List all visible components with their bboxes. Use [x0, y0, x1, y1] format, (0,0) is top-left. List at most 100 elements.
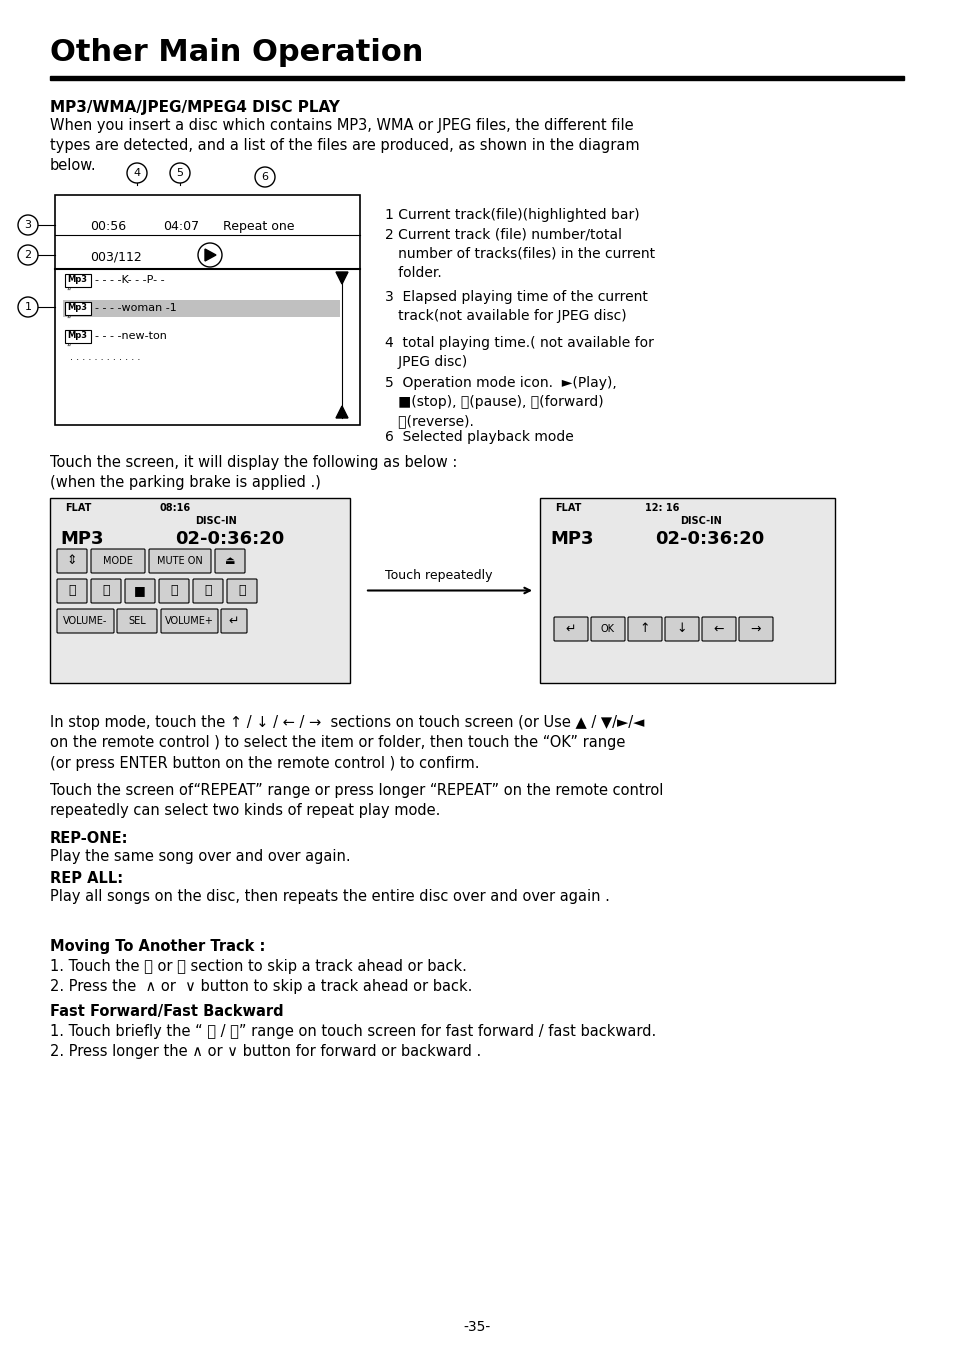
Text: ↵: ↵ [229, 615, 239, 627]
FancyBboxPatch shape [227, 579, 256, 603]
Polygon shape [335, 406, 348, 418]
Text: MP3: MP3 [60, 530, 103, 548]
Bar [65, 274, 91, 287]
Text: ⏪: ⏪ [69, 584, 75, 598]
Text: Other Main Operation: Other Main Operation [50, 38, 423, 68]
Text: ⏭: ⏭ [204, 584, 212, 598]
Polygon shape [335, 272, 348, 284]
Text: MP3/WMA/JPEG/MPEG4 DISC PLAY: MP3/WMA/JPEG/MPEG4 DISC PLAY [50, 100, 339, 115]
Text: MP3: MP3 [550, 530, 593, 548]
Text: When you insert a disc which contains MP3, WMA or JPEG files, the different file: When you insert a disc which contains MP… [50, 118, 639, 173]
Text: “: “ [66, 288, 71, 297]
Text: - - - -K- - -P- -: - - - -K- - -P- - [95, 274, 165, 285]
Text: . . . . . . . . . . . .: . . . . . . . . . . . . [70, 352, 140, 362]
Text: Mp3: Mp3 [67, 274, 87, 284]
Bar [50, 76, 903, 80]
Text: 5: 5 [176, 168, 183, 178]
Text: FLAT: FLAT [65, 503, 91, 512]
Text: 003/112: 003/112 [90, 250, 142, 264]
FancyBboxPatch shape [161, 608, 218, 633]
Text: 00:56: 00:56 [90, 220, 126, 233]
Text: -35-: -35- [463, 1320, 490, 1334]
Bar [63, 300, 339, 316]
Text: 3: 3 [25, 220, 31, 230]
FancyBboxPatch shape [590, 617, 624, 641]
Text: Touch the screen of“REPEAT” range or press longer “REPEAT” on the remote control: Touch the screen of“REPEAT” range or pre… [50, 783, 662, 818]
FancyBboxPatch shape [125, 579, 154, 603]
Text: Mp3: Mp3 [67, 331, 87, 339]
FancyBboxPatch shape [159, 579, 189, 603]
Text: 2. Press the  ∧ or  ∨ button to skip a track ahead or back.: 2. Press the ∧ or ∨ button to skip a tra… [50, 979, 472, 994]
Text: 12: 16: 12: 16 [644, 503, 679, 512]
Text: ⏸: ⏸ [170, 584, 177, 598]
Text: ⇕: ⇕ [67, 554, 77, 568]
Text: SEL: SEL [128, 617, 146, 626]
Text: 5  Operation mode icon.  ►(Play),
   ■(stop), ⏸(pause), ⏩(forward)
   ⏪(reverse): 5 Operation mode icon. ►(Play), ■(stop),… [385, 376, 616, 427]
FancyBboxPatch shape [664, 617, 699, 641]
Text: 2: 2 [25, 250, 31, 260]
Text: DISC-IN: DISC-IN [194, 516, 236, 526]
Text: 6  Selected playback mode: 6 Selected playback mode [385, 430, 573, 443]
Text: VOLUME+: VOLUME+ [165, 617, 213, 626]
Text: ⏩: ⏩ [238, 584, 246, 598]
Text: MODE: MODE [103, 556, 132, 566]
Text: ■: ■ [134, 584, 146, 598]
Text: 4: 4 [133, 168, 140, 178]
Text: 3  Elapsed playing time of the current
   track(not available for JPEG disc): 3 Elapsed playing time of the current tr… [385, 289, 647, 323]
Text: FLAT: FLAT [555, 503, 580, 512]
Text: ⏮: ⏮ [102, 584, 110, 598]
Text: 1 Current track(file)(highlighted bar): 1 Current track(file)(highlighted bar) [385, 208, 639, 222]
FancyBboxPatch shape [57, 549, 87, 573]
FancyBboxPatch shape [57, 579, 87, 603]
Text: Touch repeatedly: Touch repeatedly [385, 569, 492, 583]
Text: 1: 1 [25, 301, 31, 312]
Text: 02-0:36:20: 02-0:36:20 [655, 530, 763, 548]
FancyBboxPatch shape [91, 579, 121, 603]
Text: In stop mode, touch the ↑ / ↓ / ← / →  sections on touch screen (or Use ▲ / ▼/►/: In stop mode, touch the ↑ / ↓ / ← / → se… [50, 715, 643, 771]
Text: 2. Press longer the ∧ or ∨ button for forward or backward .: 2. Press longer the ∧ or ∨ button for fo… [50, 1044, 480, 1059]
Text: 4  total playing time.( not available for
   JPEG disc): 4 total playing time.( not available for… [385, 337, 653, 369]
FancyBboxPatch shape [91, 549, 145, 573]
FancyBboxPatch shape [214, 549, 245, 573]
Text: ↑: ↑ [639, 622, 650, 635]
Bar [50, 498, 350, 683]
Bar [65, 301, 91, 315]
Polygon shape [205, 249, 215, 261]
Text: OK: OK [600, 625, 615, 634]
Text: 6: 6 [261, 172, 268, 183]
Text: Mp3: Mp3 [67, 303, 87, 312]
Text: VOLUME-: VOLUME- [63, 617, 108, 626]
Text: - - - -woman -1: - - - -woman -1 [95, 303, 176, 314]
Text: - - - -new-ton: - - - -new-ton [95, 331, 167, 341]
Bar [65, 330, 91, 343]
Text: 1. Touch the ⏭ or ⏮ section to skip a track ahead or back.: 1. Touch the ⏭ or ⏮ section to skip a tr… [50, 959, 466, 973]
Text: 04:07: 04:07 [163, 220, 199, 233]
Text: 08:16: 08:16 [160, 503, 191, 512]
FancyBboxPatch shape [193, 579, 223, 603]
Text: Touch the screen, it will display the following as below :
(when the parking bra: Touch the screen, it will display the fo… [50, 456, 456, 489]
Text: →: → [750, 622, 760, 635]
FancyBboxPatch shape [554, 617, 587, 641]
Text: Play the same song over and over again.: Play the same song over and over again. [50, 849, 351, 864]
Text: ↵: ↵ [565, 622, 576, 635]
Text: Play all songs on the disc, then repeats the entire disc over and over again .: Play all songs on the disc, then repeats… [50, 890, 609, 904]
Text: DISC-IN: DISC-IN [679, 516, 721, 526]
Text: 2 Current track (file) number/total
   number of tracks(files) in the current
  : 2 Current track (file) number/total numb… [385, 228, 655, 280]
Text: Moving To Another Track :: Moving To Another Track : [50, 940, 265, 955]
Text: REP ALL:: REP ALL: [50, 871, 123, 886]
Bar [539, 498, 834, 683]
FancyBboxPatch shape [221, 608, 247, 633]
Text: 02-0:36:20: 02-0:36:20 [174, 530, 284, 548]
FancyBboxPatch shape [739, 617, 772, 641]
FancyBboxPatch shape [149, 549, 211, 573]
Text: ⏏: ⏏ [225, 556, 235, 566]
FancyBboxPatch shape [627, 617, 661, 641]
Text: 1. Touch briefly the “ ⏩ / ⏪” range on touch screen for fast forward / fast back: 1. Touch briefly the “ ⏩ / ⏪” range on t… [50, 1023, 656, 1038]
Text: Fast Forward/Fast Backward: Fast Forward/Fast Backward [50, 1005, 283, 1019]
Text: REP-ONE:: REP-ONE: [50, 831, 129, 846]
Text: ↓: ↓ [676, 622, 686, 635]
Text: Repeat one: Repeat one [223, 220, 294, 233]
FancyBboxPatch shape [57, 608, 113, 633]
Text: MUTE ON: MUTE ON [157, 556, 203, 566]
FancyBboxPatch shape [117, 608, 157, 633]
